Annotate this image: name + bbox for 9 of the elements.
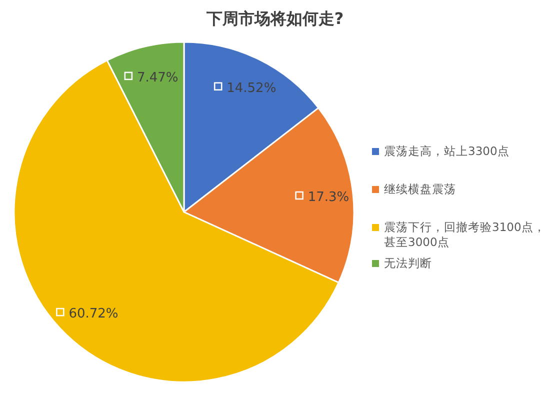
- data-label: 17.3%: [308, 190, 350, 205]
- data-label: 60.72%: [68, 306, 118, 322]
- legend-label: 无法判断: [384, 256, 432, 270]
- legend-label: 继续横盘震荡: [384, 182, 456, 196]
- chart-title: 下周市场将如何走?: [205, 9, 344, 28]
- legend-label: 震荡下行，回撤考验3100点，甚至3000点: [384, 220, 546, 249]
- data-label: 7.47%: [136, 70, 178, 86]
- data-label: 14.52%: [226, 80, 276, 96]
- legend-label: 震荡走高，站上3300点: [384, 144, 510, 158]
